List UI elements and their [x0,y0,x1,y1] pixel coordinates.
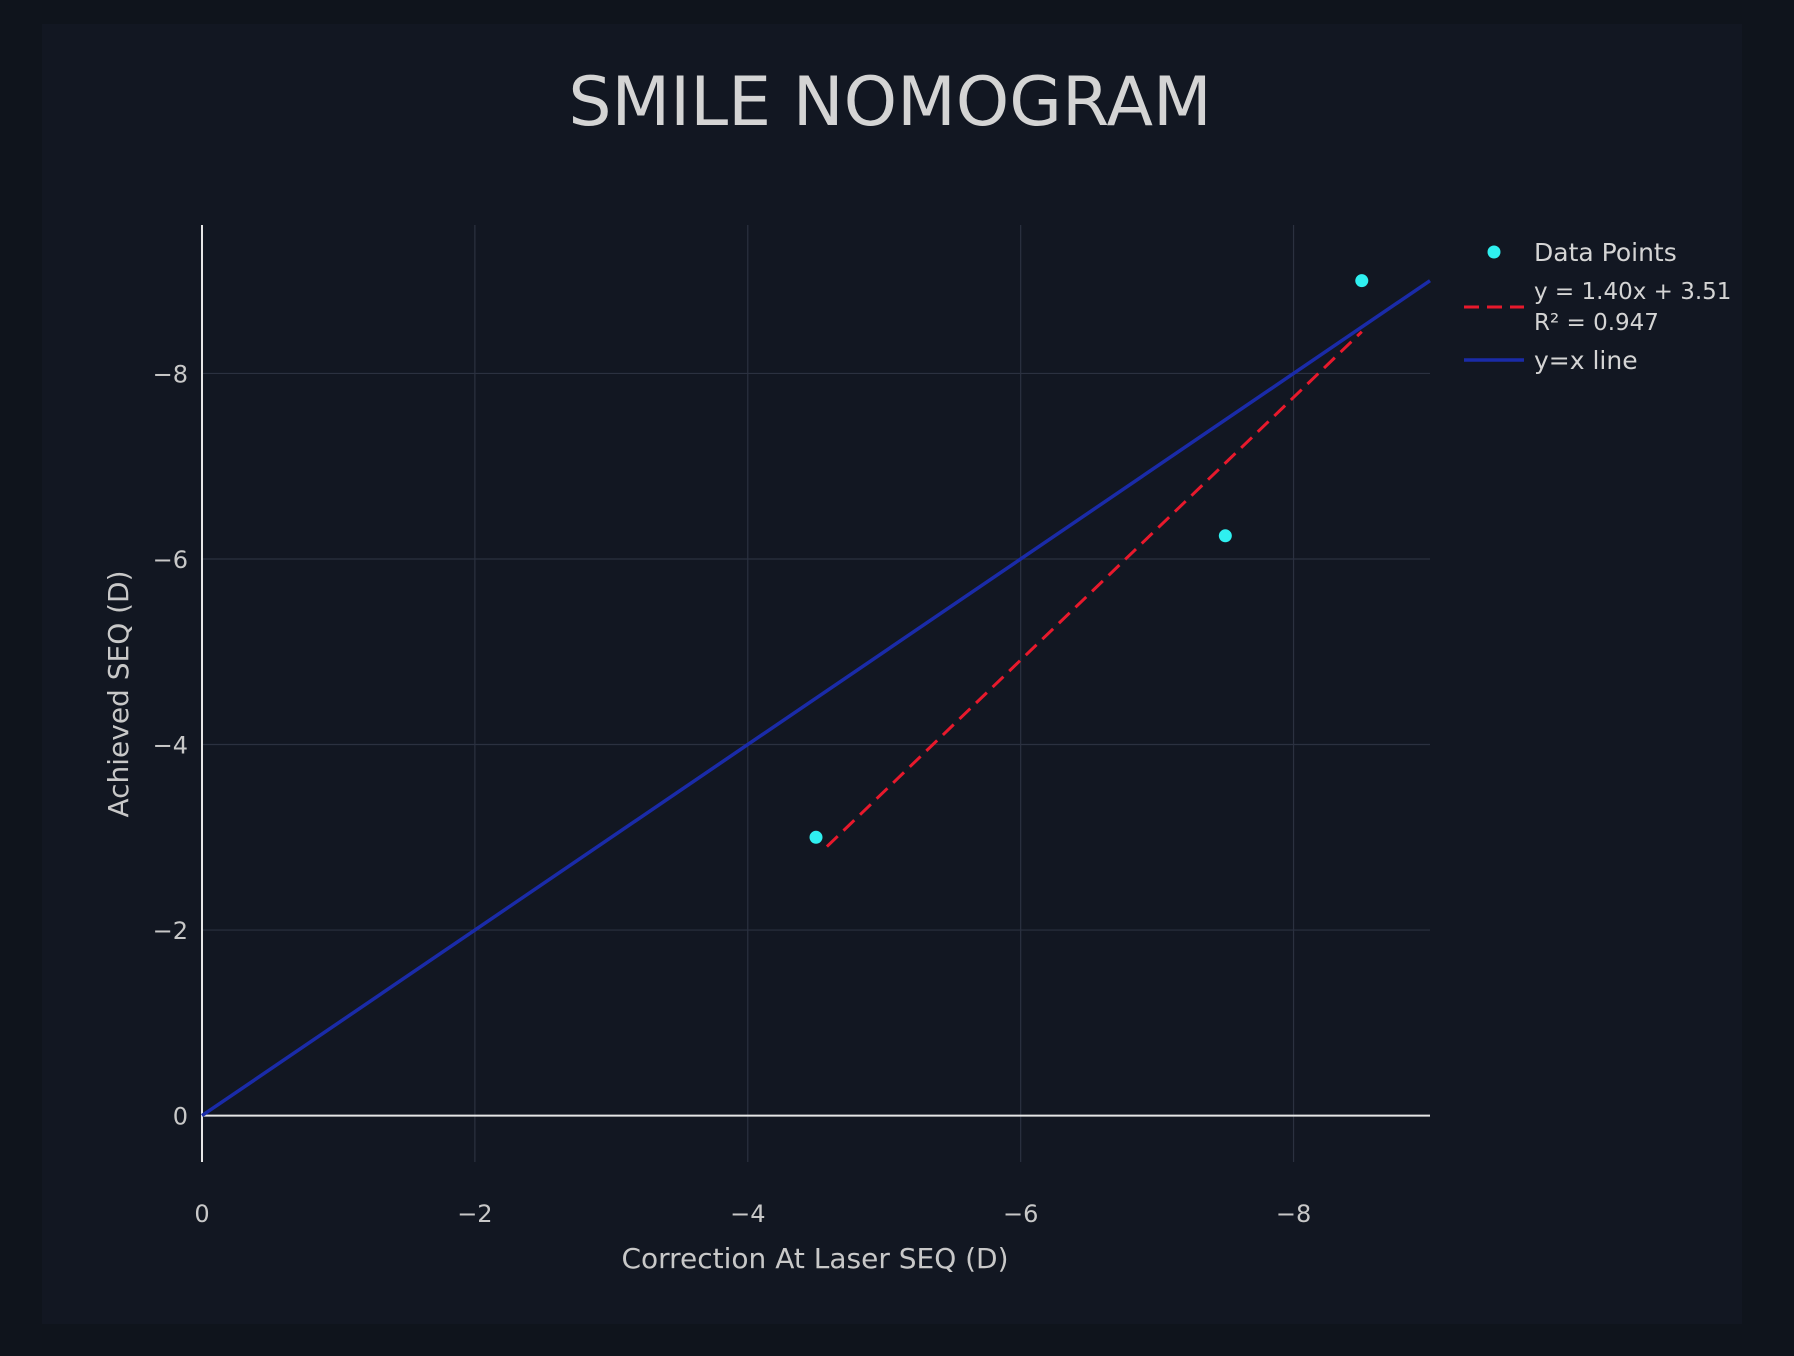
tick-labels: 0 −2 −4 −6 −8 0 −2 −4 −6 −8 [153,360,1312,1228]
legend-label-regression-equation: y = 1.40x + 3.51 [1534,279,1731,305]
y-tick-label: −2 [153,917,188,945]
legend: Data Points y = 1.40x + 3.51 R² = 0.947 … [1464,238,1731,375]
y-tick-label: −8 [153,360,188,388]
x-tick-label: −4 [730,1200,765,1228]
y-tick-label: −4 [153,732,188,760]
y-axis-title: Achieved SEQ (D) [102,570,135,817]
identity-line [201,279,1431,1118]
legend-label-data-points: Data Points [1534,238,1677,267]
plot-series [201,274,1431,1118]
regression-line [825,330,1363,848]
x-axis-title: Correction At Laser SEQ (D) [621,1242,1008,1275]
data-point [809,830,823,844]
legend-item-identity-line[interactable]: y=x line [1464,346,1638,375]
legend-item-data-points[interactable]: Data Points [1487,238,1677,267]
y-tick-label: 0 [173,1103,188,1131]
data-point [1355,274,1369,288]
chart-card [42,24,1742,1324]
legend-marker-data-points [1487,245,1501,259]
x-tick-label: 0 [194,1200,209,1228]
x-tick-label: −6 [1003,1200,1038,1228]
axes [201,225,1430,1162]
y-tick-label: −6 [153,546,188,574]
chart-title: SMILE NOMOGRAM [568,63,1211,142]
legend-item-regression[interactable]: y = 1.40x + 3.51 R² = 0.947 [1464,279,1731,336]
x-tick-label: −2 [457,1200,492,1228]
data-point [1218,529,1232,543]
grid-lines [202,225,1430,1162]
x-tick-label: −8 [1276,1200,1311,1228]
legend-label-identity-line: y=x line [1534,346,1638,375]
legend-label-regression-r2: R² = 0.947 [1534,310,1659,336]
